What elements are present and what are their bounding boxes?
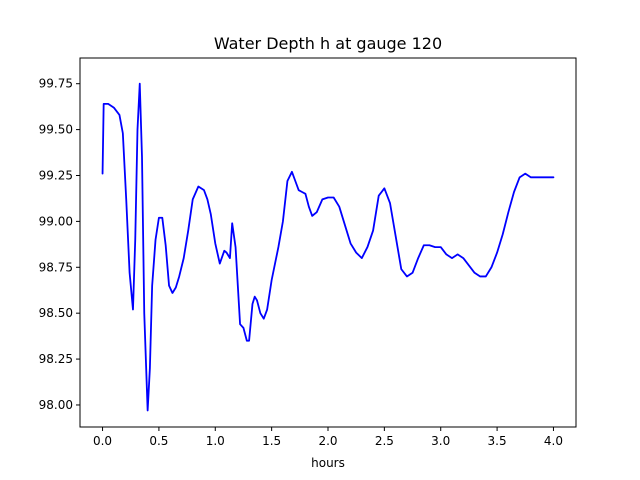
x-tick-label: 1.0 bbox=[206, 434, 225, 448]
x-axis-label: hours bbox=[311, 456, 345, 470]
y-tick-label: 99.25 bbox=[39, 168, 73, 182]
y-tick-label: 98.75 bbox=[39, 260, 73, 274]
x-tick-label: 3.5 bbox=[488, 434, 507, 448]
y-tick-label: 99.75 bbox=[39, 77, 73, 91]
chart-title: Water Depth h at gauge 120 bbox=[214, 34, 442, 53]
y-axis-ticks: 98.00 98.25 98.50 98.75 99.00 99.25 99.50 99.75 bbox=[39, 77, 80, 412]
x-tick-label: 1.5 bbox=[262, 434, 281, 448]
x-tick-label: 0.0 bbox=[93, 434, 112, 448]
x-tick-label: 2.5 bbox=[375, 434, 394, 448]
y-tick-label: 98.25 bbox=[39, 352, 73, 366]
y-tick-label: 99.50 bbox=[39, 123, 73, 137]
series-line bbox=[101, 82, 555, 412]
y-tick-label: 98.00 bbox=[39, 398, 73, 412]
x-tick-label: 4.0 bbox=[544, 434, 563, 448]
x-tick-label: 2.0 bbox=[318, 434, 337, 448]
x-axis-ticks: 0.0 0.5 1.0 1.5 2.0 2.5 3.0 3.5 4.0 bbox=[93, 427, 563, 448]
x-tick-label: 0.5 bbox=[149, 434, 168, 448]
y-tick-label: 99.00 bbox=[39, 214, 73, 228]
y-tick-label: 98.50 bbox=[39, 306, 73, 320]
x-tick-label: 3.0 bbox=[431, 434, 450, 448]
